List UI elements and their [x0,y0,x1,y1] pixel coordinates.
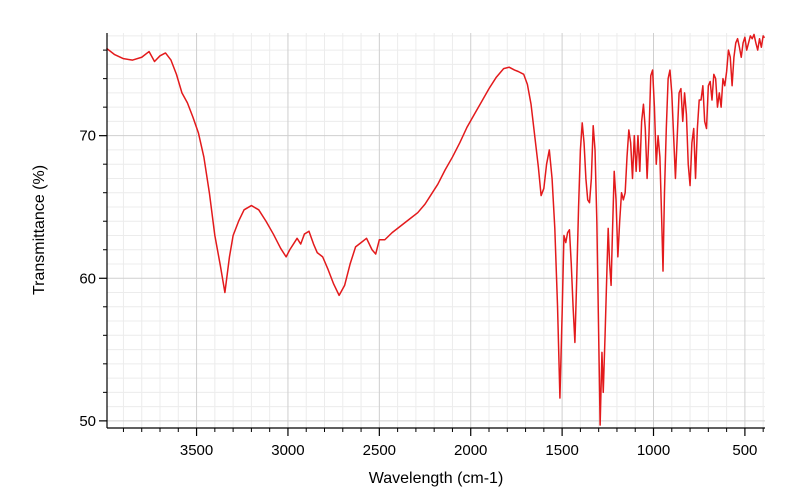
y-tick-label: 50 [79,413,96,430]
x-tick-label: 2500 [363,442,396,459]
spectrum-line [106,33,765,426]
x-axis-ticks: 3500 3000 2500 2000 1500 1000 500 [122,428,764,459]
series-layer [106,33,765,426]
y-axis-title: Transmittance (%) [31,165,48,295]
minor-grid [107,33,765,428]
y-axis-ticks: 50 60 70 [79,49,107,430]
y-tick-label: 70 [79,128,96,145]
x-tick-label: 1500 [545,442,578,459]
x-tick-label: 2000 [454,442,487,459]
y-tick-label: 60 [79,270,96,287]
x-tick-label: 3500 [180,442,213,459]
x-tick-label: 3000 [271,442,304,459]
x-axis-title: Wavelength (cm-1) [369,470,504,487]
x-tick-label: 500 [732,442,757,459]
major-grid [107,33,765,428]
axes: 3500 3000 2500 2000 1500 1000 500 50 60 70 [79,33,765,459]
x-tick-label: 1000 [637,442,670,459]
